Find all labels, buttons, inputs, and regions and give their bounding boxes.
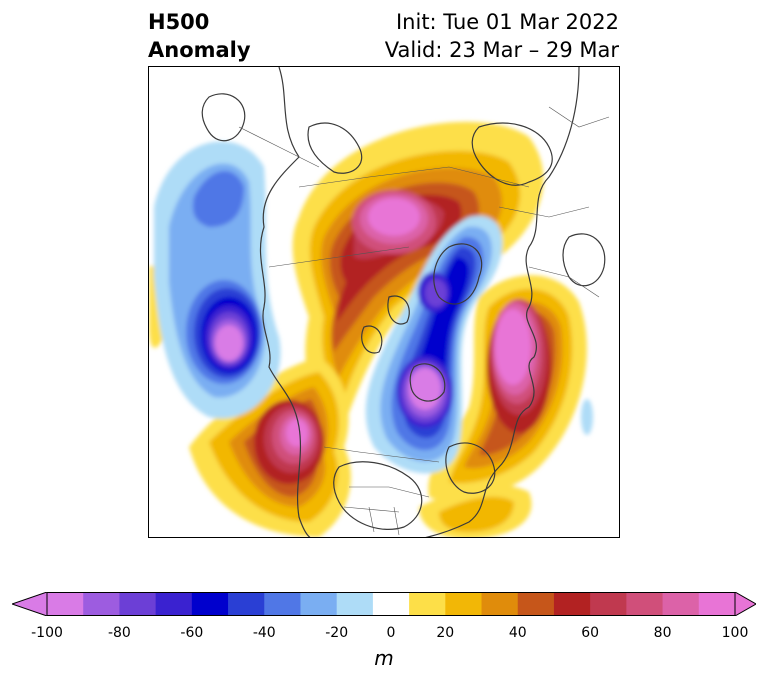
colorbar-swatch xyxy=(47,592,84,616)
valid-range: Valid: 23 Mar – 29 Mar xyxy=(384,38,619,62)
map-panel xyxy=(148,66,620,538)
title-variable: H500 xyxy=(148,10,210,34)
anomaly-map xyxy=(149,67,610,537)
colorbar-graphic xyxy=(10,591,758,617)
colorbar-swatch xyxy=(409,592,446,616)
colorbar-swatch xyxy=(445,592,483,616)
title-left: H500 Anomaly xyxy=(148,8,251,64)
colorbar-extend-high xyxy=(734,591,758,617)
colorbar-swatch xyxy=(590,592,627,616)
colorbar-swatch xyxy=(191,592,229,616)
anomaly-field xyxy=(149,121,593,537)
title-right: Init: Tue 01 Mar 2022 Valid: 23 Mar – 29… xyxy=(385,8,619,64)
colorbar-swatch xyxy=(228,592,265,616)
colorbar-swatch xyxy=(517,592,555,616)
colorbar-tick-label: -80 xyxy=(107,625,131,641)
ridge-greenland xyxy=(292,121,544,427)
ridge-east-asia xyxy=(189,357,351,537)
colorbar-swatch xyxy=(481,592,519,616)
colorbar-extend-low xyxy=(10,591,48,617)
colorbar-swatch xyxy=(119,592,157,616)
colorbar-swatch xyxy=(155,592,193,616)
colorbar-tick-label: -60 xyxy=(180,625,204,641)
colorbar-tick-label: -100 xyxy=(31,625,63,641)
colorbar-swatch xyxy=(698,592,736,616)
title-field: Anomaly xyxy=(148,38,251,62)
colorbar-tick-label: 100 xyxy=(721,625,749,641)
trough-arctic-europe xyxy=(365,215,503,474)
colorbar-swatch xyxy=(336,592,374,616)
colorbar xyxy=(10,591,758,617)
colorbar-swatch xyxy=(626,592,664,616)
colorbar-tick-label: -20 xyxy=(325,625,349,641)
colorbar-tick-label: -40 xyxy=(252,625,276,641)
colorbar-tick-label: 40 xyxy=(508,625,527,641)
colorbar-swatch xyxy=(553,592,591,616)
coastlines xyxy=(201,67,606,537)
trough-pacific xyxy=(154,141,281,419)
colorbar-swatch xyxy=(83,592,120,616)
colorbar-swatch xyxy=(300,592,338,616)
colorbar-tick-label: 0 xyxy=(386,625,396,641)
colorbar-units: m xyxy=(374,646,394,670)
colorbar-tick-label: 60 xyxy=(581,625,600,641)
colorbar-swatch xyxy=(264,592,301,616)
political-borders xyxy=(238,106,610,536)
colorbar-swatch xyxy=(372,592,410,616)
colorbar-outline xyxy=(46,592,736,616)
colorbar-tick-label: 20 xyxy=(436,625,455,641)
init-date: Init: Tue 01 Mar 2022 xyxy=(395,10,619,34)
colorbar-swatch xyxy=(662,592,700,616)
colorbar-tick-label: 80 xyxy=(653,625,672,641)
